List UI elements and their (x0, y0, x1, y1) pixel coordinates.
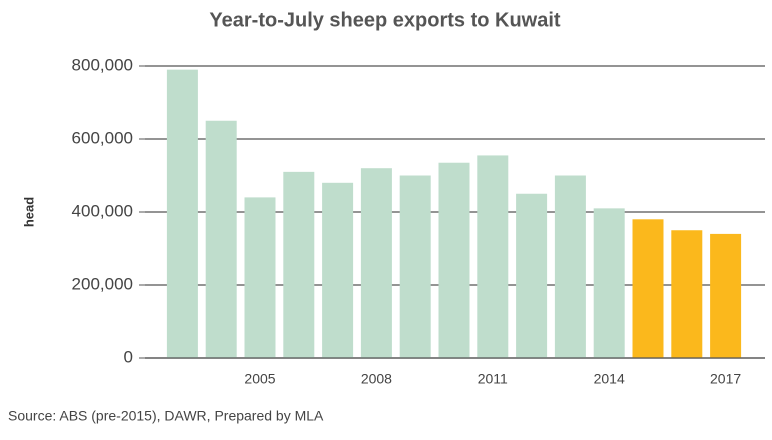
source-note: Source: ABS (pre-2015), DAWR, Prepared b… (8, 408, 324, 424)
bar (477, 155, 509, 358)
bar (360, 168, 392, 358)
x-tick-label: 2014 (594, 371, 625, 387)
chart-title: Year-to-July sheep exports to Kuwait (209, 9, 561, 31)
x-tick-label: 2005 (244, 371, 275, 387)
bar (554, 175, 586, 358)
y-tick-label: 600,000 (72, 128, 133, 147)
y-axis-label: head (21, 197, 36, 227)
bar (671, 230, 703, 358)
bar (438, 162, 470, 358)
bar (205, 120, 237, 358)
bar (710, 233, 742, 358)
bar (593, 208, 625, 358)
bar (244, 197, 276, 358)
bar (322, 182, 354, 358)
y-tick-label: 800,000 (72, 55, 133, 74)
x-tick-label: 2011 (478, 371, 508, 387)
bar (516, 193, 548, 358)
y-tick-label: 200,000 (72, 274, 133, 293)
bar (283, 171, 315, 358)
x-tick-label: 2017 (710, 371, 741, 387)
x-tick-label: 2008 (361, 371, 392, 387)
y-tick-label: 400,000 (72, 201, 133, 220)
bar (632, 219, 664, 358)
y-tick-label: 0 (124, 347, 133, 366)
bar (166, 69, 198, 359)
bar (399, 175, 431, 358)
